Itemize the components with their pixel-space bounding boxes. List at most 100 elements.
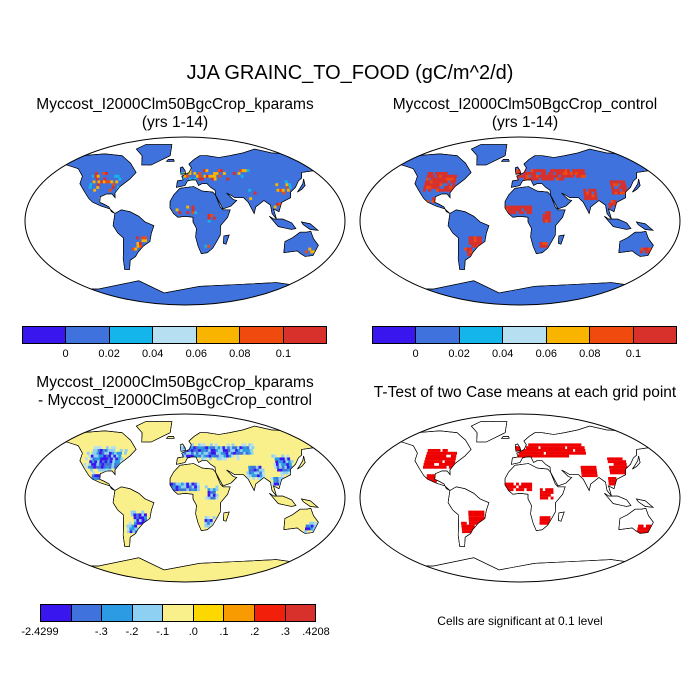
grid-cell xyxy=(183,451,187,455)
colorbar-tick-label: 0.02 xyxy=(448,348,470,360)
grid-cell xyxy=(213,172,216,175)
grid-cell xyxy=(193,446,197,450)
grid-cell xyxy=(284,457,288,461)
grid-cell xyxy=(198,454,202,458)
grid-cell xyxy=(550,488,554,492)
grid-cell xyxy=(236,454,240,458)
grid-cell xyxy=(620,460,624,464)
colorbar-tick-label: -2.4299 xyxy=(21,626,59,638)
grid-cell xyxy=(219,457,222,461)
grid-cell xyxy=(555,169,558,173)
grid-cell xyxy=(530,449,534,452)
grid-cell xyxy=(251,471,255,475)
coastline xyxy=(618,230,654,257)
grid-cell xyxy=(431,174,435,178)
grid-cell xyxy=(94,474,98,478)
grid-cell xyxy=(439,463,442,466)
grid-cell xyxy=(97,460,100,464)
grid-cell xyxy=(547,214,551,217)
grid-cell xyxy=(178,485,182,489)
grid-cell xyxy=(642,527,646,531)
grid-cell xyxy=(227,446,231,450)
map-border xyxy=(359,136,681,306)
grid-cell xyxy=(433,465,437,469)
grid-cell xyxy=(586,197,590,201)
grid-cell xyxy=(207,519,211,522)
grid-cell xyxy=(547,491,551,494)
grid-cell xyxy=(134,524,138,528)
grid-cell xyxy=(579,169,583,173)
grid-cell xyxy=(543,172,547,175)
grid-cell xyxy=(435,454,439,458)
colorbar-swatch xyxy=(254,605,286,621)
grid-cell xyxy=(614,191,618,195)
grid-cell xyxy=(545,211,549,215)
grid-cell xyxy=(232,449,236,452)
grid-cell xyxy=(198,443,201,447)
grid-cell xyxy=(228,451,232,455)
grid-cell xyxy=(575,172,578,175)
grid-cell xyxy=(104,463,107,466)
grid-cell xyxy=(85,457,88,461)
grid-cell xyxy=(97,474,100,478)
map-control xyxy=(359,136,681,306)
grid-cell xyxy=(198,449,202,452)
grid-cell xyxy=(427,449,431,452)
grid-cell xyxy=(445,177,449,181)
grid-cell xyxy=(573,451,577,455)
grid-cell xyxy=(130,513,134,517)
grid-cell xyxy=(170,485,174,489)
colorbar-tick-label: 0.02 xyxy=(98,348,120,360)
grid-cell xyxy=(240,451,244,455)
grid-cell xyxy=(96,463,100,466)
grid-cell xyxy=(273,477,276,480)
grid-cell xyxy=(645,250,649,254)
grid-cell xyxy=(607,460,611,464)
grid-cell xyxy=(617,457,621,461)
grid-cell xyxy=(621,463,625,466)
grid-cell xyxy=(436,174,440,178)
grid-cell xyxy=(530,169,534,173)
grid-cell xyxy=(96,451,100,455)
grid-cell xyxy=(285,183,289,187)
coastline xyxy=(389,153,472,214)
grid-cell xyxy=(243,443,247,447)
grid-cell xyxy=(540,443,544,447)
grid-cell xyxy=(426,463,430,466)
grid-cell xyxy=(555,449,559,452)
grid-cell xyxy=(425,180,428,184)
grid-cell xyxy=(102,172,106,175)
grid-cell xyxy=(451,174,455,178)
grid-cell xyxy=(559,443,563,447)
grid-cell xyxy=(236,457,240,461)
grid-cell xyxy=(450,177,454,181)
panel-title-top-right: Myccost_I2000Clm50BgcCrop_control (yrs 1… xyxy=(370,96,680,132)
grid-cell xyxy=(437,183,440,187)
grid-cell xyxy=(521,211,525,215)
grid-cell xyxy=(545,491,549,494)
grid-cell xyxy=(310,527,314,531)
grid-cell xyxy=(594,471,598,475)
grid-cell xyxy=(423,186,427,189)
grid-cell xyxy=(539,496,543,500)
grid-cell xyxy=(100,180,104,184)
grid-cell xyxy=(542,242,546,245)
colorbar-swatch xyxy=(633,327,676,343)
grid-cell xyxy=(83,463,87,466)
grid-cell xyxy=(128,521,132,525)
grid-cell xyxy=(528,451,532,455)
grid-cell xyxy=(251,468,254,472)
grid-cell xyxy=(515,488,519,492)
grid-cell xyxy=(571,443,575,447)
grid-cell xyxy=(538,174,542,178)
grid-cell xyxy=(454,174,457,178)
panel-title-bottom-right: T-Test of two Case means at each grid po… xyxy=(355,384,695,402)
grid-cell xyxy=(523,482,527,486)
grid-cell xyxy=(117,457,121,461)
grid-cell xyxy=(423,465,426,469)
grid-cell xyxy=(545,496,549,500)
grid-cell xyxy=(105,446,109,450)
grid-cell xyxy=(144,513,147,517)
grid-cell xyxy=(215,449,219,452)
colorbar-swatch xyxy=(459,327,504,343)
